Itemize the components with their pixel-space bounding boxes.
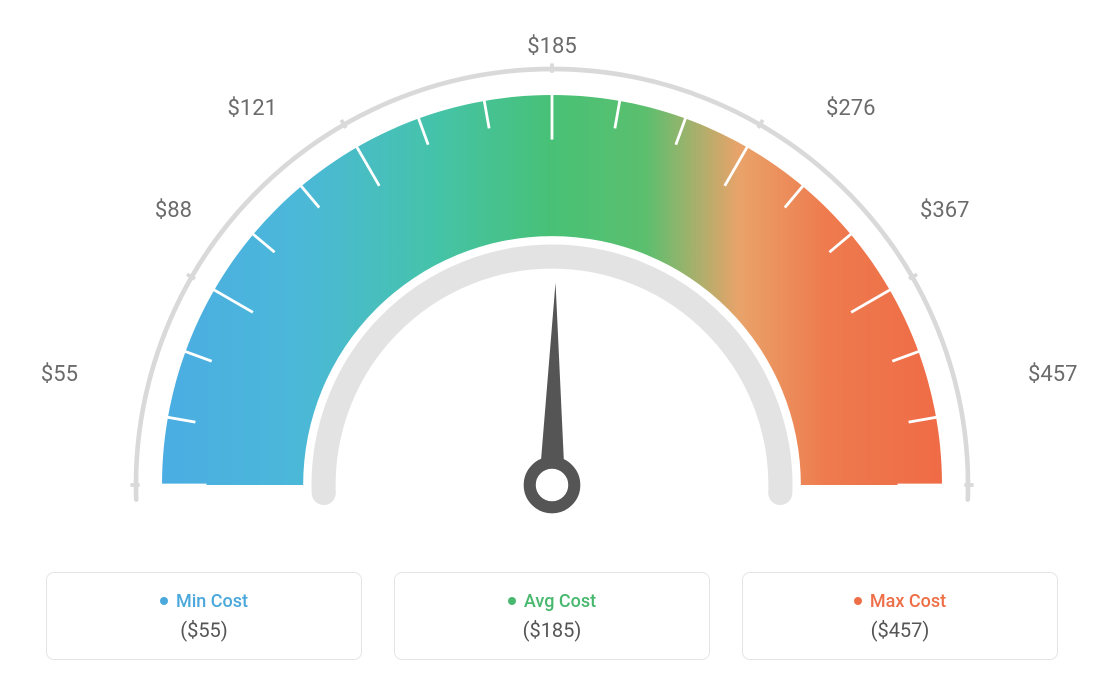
legend-card-avg: Avg Cost ($185) xyxy=(394,572,710,660)
legend-label-min: Min Cost xyxy=(176,591,248,612)
legend-value-min: ($55) xyxy=(180,618,228,642)
legend-value-avg: ($185) xyxy=(523,618,582,642)
legend-dot-avg xyxy=(508,597,516,605)
gauge-tick-label: $121 xyxy=(228,96,277,121)
legend-card-max: Max Cost ($457) xyxy=(742,572,1058,660)
gauge-tick-label: $88 xyxy=(155,198,192,223)
legend-title-max: Max Cost xyxy=(854,591,946,612)
legend-row: Min Cost ($55) Avg Cost ($185) Max Cost … xyxy=(46,572,1058,660)
legend-dot-min xyxy=(160,597,168,605)
legend-dot-max xyxy=(854,597,862,605)
legend-title-avg: Avg Cost xyxy=(508,591,596,612)
legend-label-max: Max Cost xyxy=(870,591,946,612)
gauge-tick-label: $185 xyxy=(527,34,576,59)
gauge-tick-label: $55 xyxy=(41,362,78,387)
legend-card-min: Min Cost ($55) xyxy=(46,572,362,660)
gauge-tick-label: $457 xyxy=(1028,362,1077,387)
cost-gauge: $55$88$121$185$276$367$457 xyxy=(62,30,1042,550)
gauge-tick-label: $367 xyxy=(920,198,969,223)
legend-title-min: Min Cost xyxy=(160,591,248,612)
legend-label-avg: Avg Cost xyxy=(524,591,596,612)
gauge-svg xyxy=(62,30,1042,550)
gauge-tick-label: $276 xyxy=(826,96,875,121)
legend-value-max: ($457) xyxy=(871,618,930,642)
